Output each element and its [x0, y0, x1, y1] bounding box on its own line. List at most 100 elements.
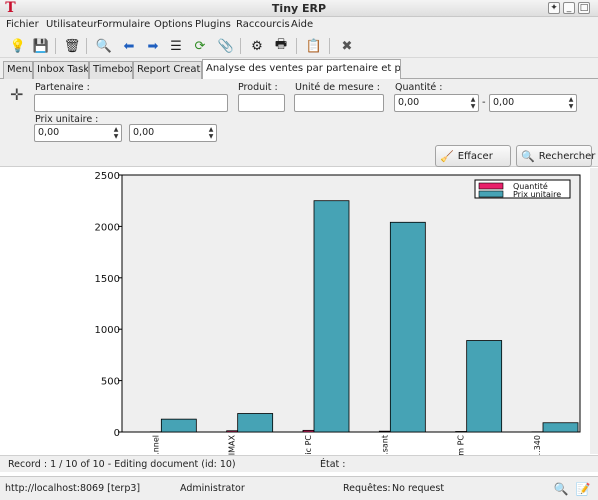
menu-plugins[interactable]: Plugins — [195, 19, 231, 30]
record-bar: Record : 1 / 10 of 10 - Editing document… — [0, 455, 598, 472]
quantite-label: Quantité : — [395, 82, 443, 93]
x-tick-label: ...sant — [380, 435, 389, 455]
legend-swatch — [478, 190, 504, 198]
menu-aide[interactable]: Aide — [291, 19, 314, 30]
search-icon[interactable]: 🔍 — [95, 38, 113, 54]
rechercher-button[interactable]: 🔍 Rechercher — [516, 145, 595, 167]
bar-quantite — [378, 430, 391, 433]
toolbar: 💡 💾 🗑 🔍 ⬅ ➡ ☰ ⟳ 📎 ⚙ 🖶 📋 ✖ — [0, 34, 598, 58]
plot-frame — [121, 174, 581, 433]
request-search-icon[interactable]: 🔍 — [553, 482, 569, 496]
bar-prix-unitaire — [466, 340, 503, 433]
x-tick-label: ...m PC — [457, 435, 466, 455]
menu-options[interactable]: Options — [154, 19, 193, 30]
paste-icon[interactable]: 📋 — [305, 38, 323, 54]
spin-arrows-icon[interactable]: ▲ ▼ — [208, 126, 214, 140]
delete-icon[interactable]: 🗑 — [63, 38, 81, 54]
tab-report-creator[interactable]: Report Creator — [133, 61, 202, 79]
bar-prix-unitaire — [542, 422, 579, 433]
rechercher-button-label: Rechercher — [538, 150, 596, 162]
chart-area: 0 500 1000 1500 2000 2500 ...nnel ...IMAX ...ic … — [0, 167, 598, 463]
bar-prix-unitaire — [237, 413, 274, 433]
x-tick-label: ...IMAX — [228, 434, 237, 455]
requests-label: Requêtes: — [343, 483, 391, 494]
tab-menu[interactable]: Menu — [3, 61, 33, 79]
tab-inbox-tasks[interactable]: Inbox Tasks — [33, 61, 89, 79]
window-minimize-button[interactable]: _ — [563, 2, 575, 14]
window-title: Tiny ERP — [271, 2, 327, 15]
legend-label: Quantité — [513, 181, 548, 191]
x-tick-label: ...340 — [533, 435, 542, 455]
y-tick-label: 2000 — [95, 222, 120, 233]
requests-value: No request — [392, 483, 445, 494]
menu-formulaire[interactable]: Formulaire — [97, 19, 151, 30]
clear-icon: 🧹 — [440, 149, 454, 163]
prix-max-value: 0,00 — [133, 127, 155, 138]
quantite-max-value: 0,00 — [493, 97, 515, 108]
spin-arrows-icon[interactable]: ▲ ▼ — [470, 96, 476, 110]
window-maximize-button[interactable]: □ — [578, 2, 590, 14]
legend-label: Prix unitaire — [513, 190, 561, 199]
partenaire-label: Partenaire : — [35, 82, 90, 93]
previous-icon[interactable]: ⬅ — [123, 38, 135, 54]
unite-mesure-label: Unité de mesure : — [295, 82, 380, 93]
bar-prix-unitaire — [313, 200, 350, 433]
tab-analyse-ventes[interactable]: Analyse des ventes par partenaire et pro… — [202, 59, 401, 80]
prix-min-field[interactable]: 0,00 ▲ ▼ — [34, 124, 122, 142]
spin-arrows-icon[interactable]: ▲ ▼ — [113, 126, 119, 140]
prix-min-value: 0,00 — [38, 127, 60, 138]
bar-prix-unitaire — [160, 418, 197, 433]
quantite-min-value: 0,00 — [398, 97, 420, 108]
y-tick-label: 0 — [114, 428, 120, 439]
tab-timebox[interactable]: Timebox — [89, 61, 133, 79]
save-icon[interactable]: 💾 — [32, 38, 50, 54]
app-logo-icon: T — [5, 0, 16, 16]
search-icon: 🔍 — [521, 149, 535, 163]
legend-swatch — [478, 182, 504, 190]
y-tick-label: 1000 — [95, 325, 120, 336]
quantite-min-field[interactable]: 0,00 ▲ ▼ — [394, 94, 479, 112]
produit-input[interactable] — [238, 94, 285, 112]
window-help-button[interactable]: ✦ — [548, 2, 560, 14]
reload-icon[interactable]: ⟳ — [194, 38, 206, 54]
partenaire-input[interactable] — [34, 94, 228, 112]
record-info: Record : 1 / 10 of 10 - Editing document… — [8, 459, 236, 470]
bar-quantite — [226, 430, 239, 433]
print-icon[interactable]: 🖶 — [274, 37, 288, 52]
spin-arrows-icon[interactable]: ▲ ▼ — [568, 96, 574, 110]
menu-utilisateur[interactable]: Utilisateur — [46, 19, 98, 30]
attachment-icon[interactable]: 📎 — [217, 38, 235, 54]
menu-raccourcis[interactable]: Raccourcis — [236, 19, 290, 30]
quantite-max-field[interactable]: 0,00 ▲ ▼ — [489, 94, 577, 112]
x-tick-label: ...ic PC — [304, 435, 313, 455]
next-icon[interactable]: ➡ — [147, 38, 159, 54]
bar-quantite — [455, 431, 468, 433]
tab-bar: Menu Inbox Tasks Timebox Report Creator … — [0, 58, 598, 80]
prix-unitaire-label: Prix unitaire : — [35, 114, 99, 125]
menu-bar: Fichier Utilisateur Formulaire Options P… — [0, 17, 598, 34]
produit-label: Produit : — [238, 82, 278, 93]
request-new-icon[interactable]: 📝 — [575, 482, 591, 496]
y-tick-label: 500 — [101, 377, 120, 388]
bar-quantite — [302, 429, 315, 433]
expand-plus-icon[interactable]: ✛ — [10, 85, 24, 104]
x-tick-label: ...nnel — [151, 435, 160, 455]
menu-fichier[interactable]: Fichier — [6, 19, 39, 30]
close-icon[interactable]: ✖ — [341, 38, 353, 54]
new-icon[interactable]: 💡 — [9, 38, 27, 54]
y-tick-label: 2500 — [95, 171, 120, 182]
status-bar: http://localhost:8069 [terp3] Administra… — [0, 476, 598, 500]
sales-bar-chart: 0 500 1000 1500 2000 2500 ...nnel ...IMAX ...ic … — [95, 171, 581, 463]
effacer-button[interactable]: 🧹 Effacer — [435, 145, 511, 167]
action-icon[interactable]: ⚙ — [251, 38, 263, 54]
range-dash: - — [482, 97, 486, 108]
chart-scrollbar[interactable] — [590, 168, 598, 454]
effacer-button-label: Effacer — [457, 150, 493, 162]
etat-label: État : — [320, 459, 346, 470]
bar-prix-unitaire — [389, 221, 426, 433]
list-view-icon[interactable]: ☰ — [170, 38, 182, 54]
prix-max-field[interactable]: 0,00 ▲ ▼ — [129, 124, 217, 142]
server-info: http://localhost:8069 [terp3] — [5, 483, 141, 494]
y-tick-label: 1500 — [95, 274, 120, 285]
unite-mesure-input[interactable] — [294, 94, 384, 112]
